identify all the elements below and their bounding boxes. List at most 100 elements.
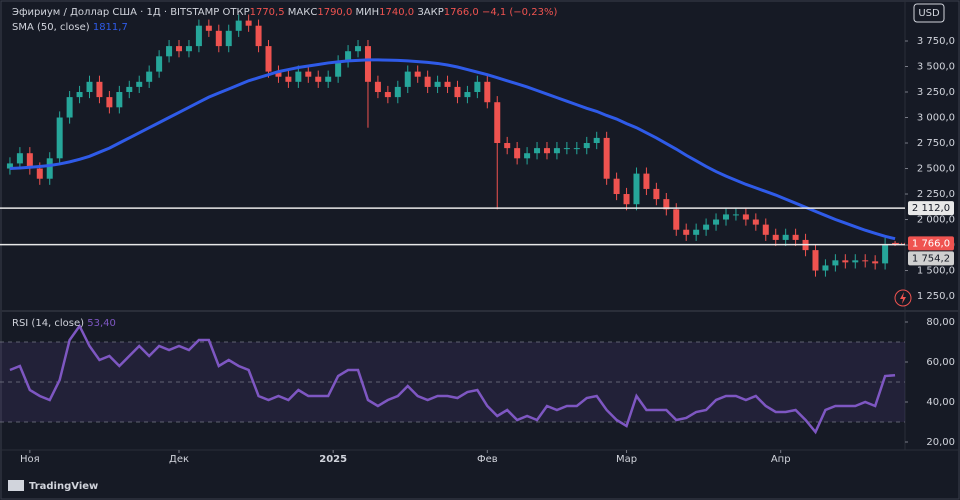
candle-body	[812, 250, 819, 271]
y-tick-label: 1 250,0	[917, 291, 955, 302]
candle-body	[434, 81, 441, 87]
candle-body	[146, 71, 153, 82]
candle-body	[553, 148, 560, 154]
y-tick-label: 3 500,0	[917, 62, 955, 73]
main-pane: 1 250,01 500,01 750,02 000,02 250,02 500…	[0, 14, 955, 302]
candle-body	[305, 71, 312, 77]
candle-body	[842, 260, 849, 263]
candle-body	[563, 148, 570, 150]
candle-body	[56, 117, 63, 159]
candle-body	[583, 143, 590, 149]
sma-name: SMA (50, close)	[12, 22, 90, 33]
low-value: 1740,0	[379, 7, 414, 18]
candle-body	[156, 56, 163, 72]
x-tick-label: Дек	[169, 454, 189, 465]
open-value: 1770,5	[250, 7, 285, 18]
candle-body	[663, 199, 670, 210]
candle-body	[742, 214, 749, 220]
close-value: 1766,0	[444, 7, 479, 18]
price-label: 2 112,0	[912, 203, 950, 214]
y-tick-label: 1 500,0	[917, 266, 955, 277]
candle-body	[285, 76, 292, 82]
candle-body	[703, 224, 710, 230]
candle-body	[504, 143, 511, 149]
brand-logo	[8, 480, 24, 491]
candle-body	[414, 71, 421, 77]
rsi-value: 53,40	[87, 318, 116, 329]
x-tick-label: Апр	[771, 454, 791, 465]
rsi-line	[9, 323, 896, 435]
low-label: МИН	[356, 7, 380, 18]
candle-body	[543, 148, 550, 154]
candle-body	[76, 92, 83, 98]
open-label: ОТКР	[222, 7, 249, 18]
x-tick-label: 2025	[319, 454, 347, 465]
candle-body	[573, 148, 580, 150]
candle-body	[673, 209, 680, 230]
candle-body	[374, 81, 381, 93]
candle-body	[355, 46, 362, 52]
candle-body	[514, 148, 521, 159]
candle-body	[732, 214, 739, 216]
x-tick-label: Ноя	[20, 454, 40, 465]
y-tick-label: 2 250,0	[917, 189, 955, 200]
candle-body	[275, 71, 282, 77]
y-tick-label: 20,00	[926, 437, 955, 448]
candle-body	[424, 76, 431, 87]
candle-body	[166, 46, 173, 57]
candle-body	[872, 261, 879, 264]
candle-body	[195, 25, 202, 47]
sma-line	[9, 58, 896, 241]
candle-body	[593, 137, 600, 144]
candle-body	[852, 260, 859, 263]
candle-body	[136, 81, 143, 87]
candle-body	[265, 46, 272, 72]
brand: TradingView	[29, 481, 98, 492]
candle-body	[106, 97, 113, 108]
candle-body	[683, 229, 690, 235]
candle-body	[882, 244, 889, 264]
candle-body	[752, 219, 759, 225]
candle-body	[792, 234, 799, 240]
y-tick-label: 80,00	[926, 317, 955, 328]
candle-body	[623, 194, 630, 205]
candle-body	[96, 81, 103, 98]
alert-bolt	[900, 292, 906, 304]
candle-body	[205, 25, 212, 31]
candle-body	[215, 30, 222, 47]
candle-body	[6, 163, 13, 169]
candle-body	[384, 92, 391, 98]
candle-body	[225, 30, 232, 47]
candle-body	[772, 234, 779, 240]
candle-body	[16, 153, 23, 164]
candle-body	[613, 178, 620, 195]
high-value: 1790,0	[317, 7, 352, 18]
candle-body	[633, 173, 640, 205]
candle-body	[524, 153, 531, 159]
candle-body	[26, 153, 33, 169]
candle-body	[862, 260, 869, 262]
y-tick-label: 2 000,0	[917, 215, 955, 226]
currency-box[interactable]	[913, 3, 945, 23]
candle-body	[394, 86, 401, 98]
price-label: 1 766,0	[912, 238, 950, 249]
candle-body	[464, 92, 471, 98]
candle-body	[454, 86, 461, 98]
rsi-legend: RSI (14, close) 53,40	[12, 318, 116, 329]
candle-body	[335, 61, 342, 77]
currency[interactable]: USD	[918, 8, 940, 19]
y-tick-label: 60,00	[926, 357, 955, 368]
rsi-name: RSI (14, close)	[12, 318, 84, 329]
y-tick-label: 3 250,0	[917, 87, 955, 98]
y-tick-label: 2 750,0	[917, 138, 955, 149]
candle-body	[325, 76, 332, 82]
y-tick-label: 40,00	[926, 397, 955, 408]
candle-body	[484, 81, 491, 103]
candle-body	[693, 229, 700, 235]
candle-body	[176, 46, 183, 52]
symbol: Эфириум / Доллар США · 1Д · BITSTAMP	[12, 7, 219, 18]
candle-body	[444, 81, 451, 87]
change-value: −4,1 (−0,23%)	[482, 7, 558, 18]
